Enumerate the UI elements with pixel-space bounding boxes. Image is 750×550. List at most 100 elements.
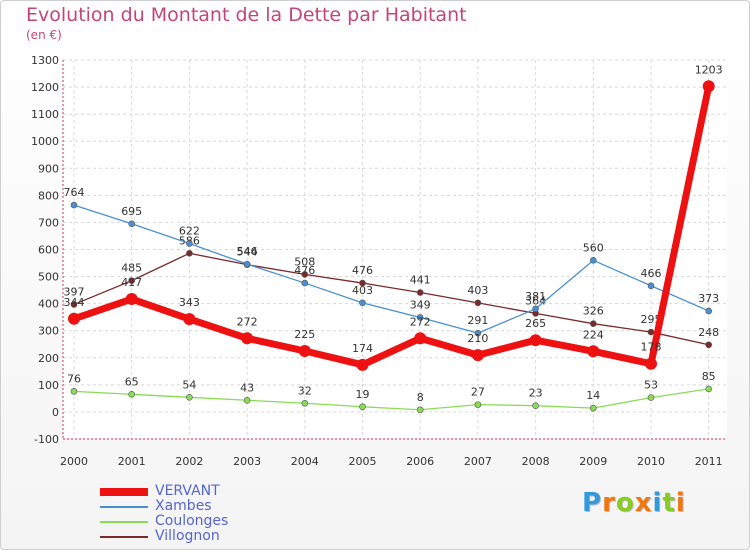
data-point-vervant	[356, 358, 369, 371]
y-tick-label: 1200	[31, 81, 59, 94]
data-point-xambes	[705, 307, 713, 315]
data-label-xambes: 349	[410, 298, 431, 311]
data-point-coulonges	[186, 394, 193, 401]
data-point-xambes	[128, 220, 135, 228]
y-tick-label: 1100	[31, 108, 59, 121]
data-label-coulonges: 65	[125, 375, 139, 388]
legend-label-xambes: Xambes	[155, 498, 212, 514]
x-tick-label: 2002	[175, 455, 203, 468]
x-tick-label: 2006	[406, 455, 434, 468]
y-tick-label: -100	[34, 433, 59, 446]
legend-label-villognon: Villognon	[155, 528, 220, 544]
data-label-villognon: 441	[410, 274, 431, 287]
data-point-coulonges	[647, 394, 655, 401]
y-tick-label: 0	[52, 406, 59, 419]
y-tick-label: 100	[38, 379, 59, 392]
data-point-villognon	[589, 320, 597, 327]
y-tick-label: 700	[38, 216, 59, 229]
data-point-villognon	[70, 301, 78, 308]
legend-label-coulonges: Coulonges	[155, 513, 229, 529]
x-tick-label: 2003	[233, 455, 261, 468]
data-label-villognon: 508	[294, 255, 315, 268]
y-tick-label: 400	[38, 298, 59, 311]
legend-swatch-xambes	[100, 506, 148, 508]
data-point-villognon	[128, 277, 135, 284]
data-label-vervant: 344	[64, 296, 85, 309]
x-tick-label: 2007	[464, 455, 492, 468]
data-point-xambes	[186, 240, 193, 247]
data-label-coulonges: 32	[298, 384, 312, 397]
data-label-coulonges: 27	[471, 386, 485, 399]
legend-item-xambes: Xambes	[100, 498, 360, 514]
data-label-coulonges: 54	[182, 378, 196, 391]
data-point-vervant	[702, 80, 715, 93]
data-label-coulonges: 85	[702, 370, 716, 383]
data-point-vervant	[241, 332, 254, 345]
data-point-vervant	[471, 349, 484, 362]
data-point-vervant	[645, 357, 657, 370]
chart-title: Evolution du Montant de la Dette par Hab…	[26, 4, 467, 26]
y-tick-label: 800	[38, 189, 59, 202]
data-point-coulonges	[416, 406, 424, 414]
data-point-coulonges	[243, 396, 251, 404]
data-label-coulonges: 43	[240, 381, 254, 394]
data-point-xambes	[301, 279, 309, 287]
data-label-villognon: 476	[352, 264, 373, 277]
data-label-vervant: 210	[467, 332, 488, 345]
data-point-vervant	[298, 345, 311, 358]
data-label-xambes: 764	[64, 186, 85, 199]
data-label-vervant: 225	[294, 328, 315, 341]
legend-item-vervant: VERVANT	[100, 483, 360, 499]
logo-letter: t	[662, 488, 676, 518]
proxiti-logo: Proxiti	[582, 488, 686, 518]
data-point-coulonges	[128, 391, 135, 398]
logo-letter: x	[634, 488, 653, 518]
logo-letter: o	[615, 488, 635, 518]
data-point-villognon	[647, 328, 655, 336]
y-tick-label: 600	[38, 244, 59, 257]
data-label-coulonges: 14	[586, 389, 600, 402]
y-tick-label: 900	[38, 162, 59, 175]
data-point-villognon	[301, 271, 309, 278]
data-label-villognon: 397	[64, 285, 85, 298]
x-tick-label: 2009	[579, 455, 607, 468]
data-label-villognon: 403	[467, 284, 488, 297]
data-point-coulonges	[474, 401, 482, 408]
data-point-xambes	[359, 299, 366, 307]
data-point-xambes	[474, 329, 482, 337]
data-label-vervant: 1203	[695, 63, 723, 76]
data-point-coulonges	[589, 404, 597, 412]
data-label-coulonges: 8	[417, 391, 424, 404]
data-label-xambes: 373	[698, 292, 719, 305]
data-point-vervant	[414, 332, 427, 345]
data-label-coulonges: 23	[529, 387, 543, 400]
data-label-xambes: 466	[641, 267, 662, 280]
data-point-vervant	[183, 313, 196, 326]
data-point-xambes	[647, 282, 655, 290]
data-point-coulonges	[359, 403, 366, 411]
data-point-vervant	[587, 345, 600, 358]
x-tick-label: 2000	[60, 455, 88, 468]
logo-letter: P	[582, 488, 603, 518]
legend-swatch-villognon	[100, 536, 148, 538]
data-label-xambes: 403	[352, 284, 373, 297]
logo-letter: i	[675, 488, 686, 518]
data-label-xambes: 546	[237, 245, 258, 258]
data-label-villognon: 326	[583, 305, 604, 318]
data-point-coulonges	[70, 388, 78, 395]
data-label-xambes: 622	[179, 225, 200, 238]
data-label-xambes: 476	[294, 264, 315, 277]
data-label-vervant: 224	[583, 328, 604, 341]
data-point-vervant	[529, 334, 542, 347]
data-point-xambes	[532, 305, 539, 313]
logo-letter: i	[652, 488, 663, 518]
data-label-villognon: 485	[121, 262, 142, 275]
chart-subtitle: (en €)	[26, 28, 62, 42]
data-label-xambes: 381	[525, 290, 546, 303]
data-point-villognon	[359, 279, 366, 287]
legend-label-vervant: VERVANT	[155, 483, 220, 499]
data-point-villognon	[416, 289, 424, 296]
series-line-villognon	[73, 252, 710, 346]
data-point-villognon	[186, 249, 193, 257]
